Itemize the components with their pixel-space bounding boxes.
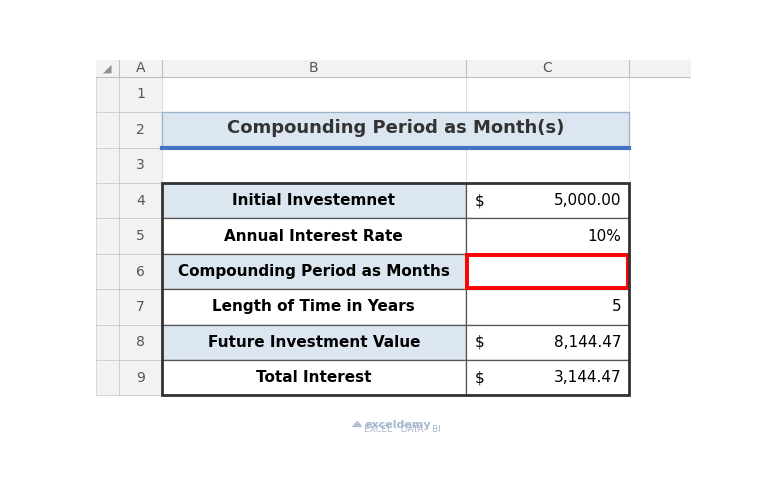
Text: Total Interest: Total Interest: [256, 371, 372, 385]
Bar: [465, 254, 629, 289]
Bar: [162, 289, 465, 325]
Text: 7: 7: [136, 300, 145, 314]
Text: EXCEL · DATA · BI: EXCEL · DATA · BI: [364, 425, 441, 434]
Bar: [96, 112, 119, 147]
Text: 5,000.00: 5,000.00: [554, 193, 621, 208]
Text: 3: 3: [136, 158, 145, 172]
Text: $: $: [475, 371, 485, 385]
Text: Future Investment Value: Future Investment Value: [207, 335, 420, 350]
Text: exceldemy: exceldemy: [364, 420, 431, 430]
Text: $: $: [475, 193, 485, 208]
Bar: [162, 254, 465, 289]
Bar: [162, 325, 465, 360]
Bar: [465, 360, 629, 395]
Bar: [465, 325, 629, 360]
Text: 1: 1: [136, 88, 145, 102]
Text: 6: 6: [611, 264, 621, 279]
Bar: [119, 360, 162, 395]
Bar: [96, 60, 691, 77]
Bar: [119, 147, 162, 183]
Bar: [119, 254, 162, 289]
Text: Annual Interest Rate: Annual Interest Rate: [224, 229, 403, 244]
Bar: [465, 77, 629, 112]
Bar: [162, 147, 465, 183]
Bar: [96, 183, 119, 219]
Text: Compounding Period as Month(s): Compounding Period as Month(s): [227, 120, 564, 137]
Text: A: A: [136, 61, 145, 75]
Text: C: C: [542, 61, 552, 75]
Bar: [162, 360, 465, 395]
Bar: [162, 183, 629, 395]
Bar: [162, 77, 465, 112]
Bar: [465, 289, 629, 325]
Text: Compounding Period as Months: Compounding Period as Months: [178, 264, 450, 279]
Bar: [96, 147, 119, 183]
Text: Initial Investemnet: Initial Investemnet: [232, 193, 396, 208]
Text: $: $: [475, 335, 485, 350]
Bar: [96, 360, 119, 395]
Text: 4: 4: [136, 194, 145, 208]
Bar: [119, 325, 162, 360]
Text: Length of Time in Years: Length of Time in Years: [213, 299, 415, 314]
Text: 10%: 10%: [588, 229, 621, 244]
Bar: [162, 219, 465, 254]
Bar: [119, 77, 162, 112]
Bar: [162, 112, 629, 147]
Bar: [465, 219, 629, 254]
Bar: [96, 219, 119, 254]
Bar: [119, 112, 162, 147]
Text: 5: 5: [612, 299, 621, 314]
Bar: [162, 183, 465, 219]
Bar: [96, 77, 119, 112]
Bar: [96, 325, 119, 360]
Text: 9: 9: [136, 371, 145, 385]
Bar: [465, 147, 629, 183]
Text: 2: 2: [136, 123, 145, 137]
Bar: [467, 255, 628, 288]
Text: 6: 6: [136, 264, 145, 278]
Text: 3,144.47: 3,144.47: [554, 371, 621, 385]
Text: ◢: ◢: [104, 63, 112, 73]
Text: B: B: [309, 61, 319, 75]
Bar: [119, 219, 162, 254]
Bar: [119, 289, 162, 325]
Text: 8,144.47: 8,144.47: [554, 335, 621, 350]
Text: 8: 8: [136, 335, 145, 350]
Bar: [465, 183, 629, 219]
Text: 5: 5: [136, 229, 145, 243]
Bar: [96, 254, 119, 289]
Bar: [96, 289, 119, 325]
Bar: [119, 183, 162, 219]
